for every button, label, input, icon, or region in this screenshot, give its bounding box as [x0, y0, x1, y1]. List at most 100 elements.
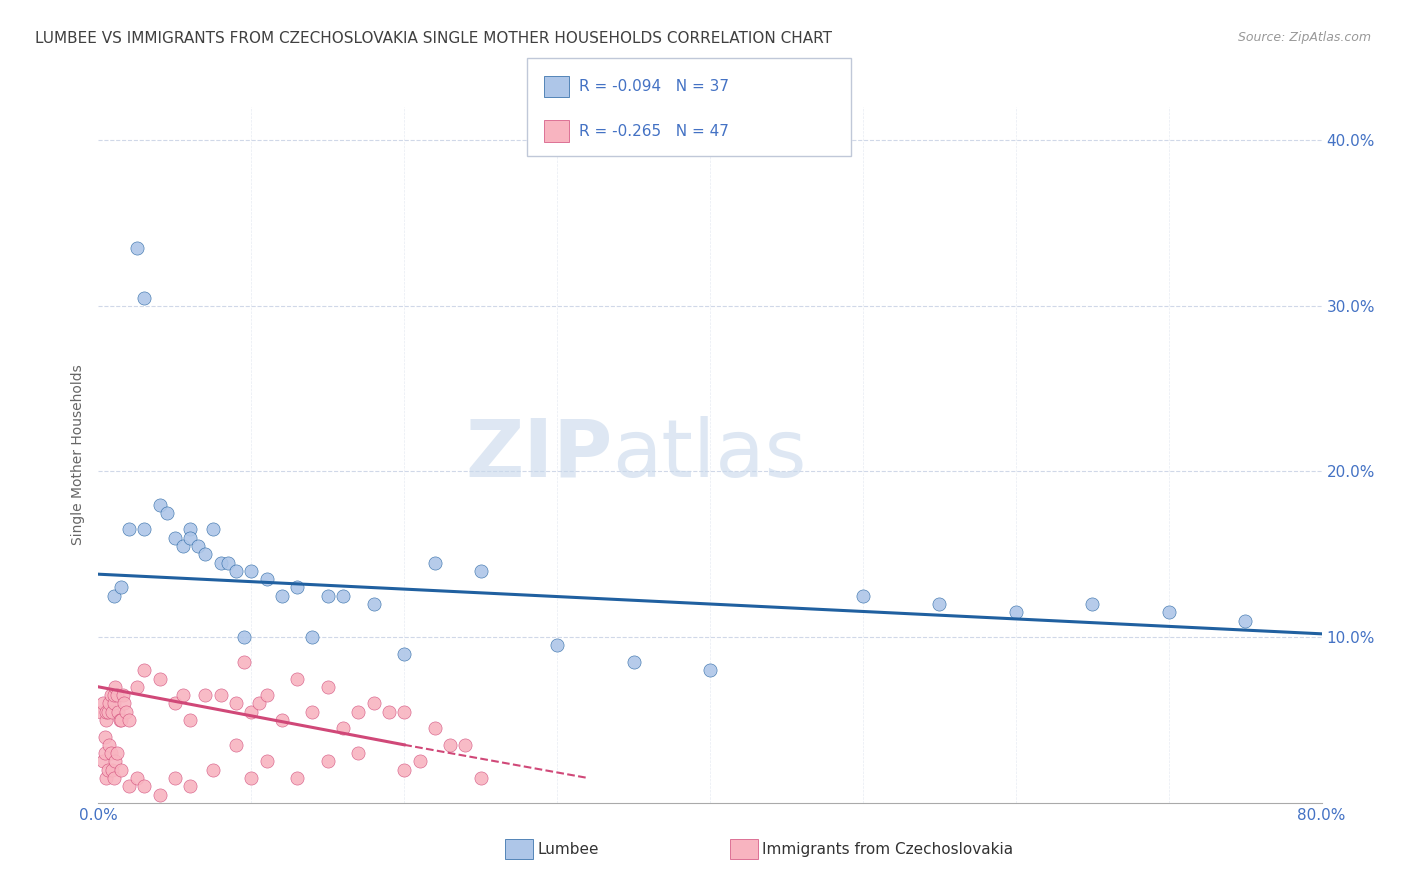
Point — [115, 705, 138, 719]
Point — [194, 688, 217, 702]
Point — [316, 755, 339, 769]
Point — [103, 771, 125, 785]
Point — [149, 788, 172, 802]
Point — [134, 523, 156, 537]
Point — [316, 680, 339, 694]
Point — [125, 241, 148, 255]
Point — [392, 647, 416, 661]
Point — [194, 547, 217, 561]
Point — [270, 713, 294, 727]
Point — [392, 705, 416, 719]
Point — [101, 705, 124, 719]
Point — [423, 721, 446, 735]
Point — [699, 663, 721, 677]
Point — [316, 589, 339, 603]
Point — [105, 688, 128, 702]
Point — [179, 779, 201, 793]
Point — [112, 697, 135, 711]
Point — [347, 705, 370, 719]
Point — [285, 672, 308, 686]
Point — [156, 506, 179, 520]
Point — [134, 663, 156, 677]
Point — [97, 705, 120, 719]
Point — [1157, 605, 1180, 619]
Point — [179, 523, 201, 537]
Point — [232, 630, 254, 644]
Point — [546, 639, 568, 653]
Point — [108, 713, 131, 727]
Point — [163, 531, 186, 545]
Text: Lumbee: Lumbee — [537, 842, 599, 856]
Point — [225, 738, 247, 752]
Point — [91, 755, 114, 769]
Point — [110, 581, 132, 595]
Point — [134, 779, 156, 793]
Point — [134, 291, 156, 305]
Point — [93, 730, 115, 744]
Text: R = -0.094   N = 37: R = -0.094 N = 37 — [579, 79, 730, 94]
Point — [363, 697, 385, 711]
Point — [332, 721, 354, 735]
Point — [104, 755, 127, 769]
Point — [378, 705, 401, 719]
Point — [1081, 597, 1104, 611]
Y-axis label: Single Mother Households: Single Mother Households — [72, 365, 86, 545]
Point — [125, 771, 148, 785]
Point — [103, 589, 125, 603]
Point — [91, 697, 114, 711]
Point — [172, 688, 194, 702]
Point — [103, 688, 125, 702]
Point — [94, 705, 117, 719]
Point — [98, 697, 121, 711]
Point — [256, 755, 278, 769]
Point — [90, 705, 112, 719]
Point — [94, 713, 117, 727]
Point — [187, 539, 209, 553]
Point — [163, 771, 186, 785]
Point — [256, 688, 278, 702]
Point — [111, 688, 134, 702]
Point — [623, 655, 645, 669]
Point — [256, 572, 278, 586]
Point — [301, 630, 323, 644]
Point — [179, 713, 201, 727]
Text: atlas: atlas — [612, 416, 807, 494]
Point — [100, 746, 122, 760]
Point — [423, 556, 446, 570]
Point — [107, 705, 129, 719]
Point — [454, 738, 477, 752]
Point — [97, 763, 120, 777]
Point — [209, 688, 232, 702]
Point — [1234, 614, 1257, 628]
Point — [103, 697, 125, 711]
Point — [301, 705, 323, 719]
Text: R = -0.265   N = 47: R = -0.265 N = 47 — [579, 124, 730, 138]
Point — [852, 589, 875, 603]
Text: LUMBEE VS IMMIGRANTS FROM CZECHOSLOVAKIA SINGLE MOTHER HOUSEHOLDS CORRELATION CH: LUMBEE VS IMMIGRANTS FROM CZECHOSLOVAKIA… — [35, 31, 832, 46]
Point — [110, 713, 132, 727]
Point — [347, 746, 370, 760]
Point — [363, 597, 385, 611]
Text: ZIP: ZIP — [465, 416, 612, 494]
Point — [270, 589, 294, 603]
Point — [392, 763, 416, 777]
Point — [240, 771, 263, 785]
Point — [125, 680, 148, 694]
Point — [202, 523, 225, 537]
Point — [149, 498, 172, 512]
Point — [118, 779, 141, 793]
Point — [149, 672, 172, 686]
Point — [94, 771, 117, 785]
Point — [470, 564, 492, 578]
Point — [209, 556, 232, 570]
Point — [247, 697, 270, 711]
Point — [93, 746, 115, 760]
Point — [439, 738, 461, 752]
Point — [332, 589, 354, 603]
Point — [105, 746, 128, 760]
Point — [118, 523, 141, 537]
Point — [101, 763, 124, 777]
Point — [172, 539, 194, 553]
Point — [225, 564, 247, 578]
Point — [110, 763, 132, 777]
